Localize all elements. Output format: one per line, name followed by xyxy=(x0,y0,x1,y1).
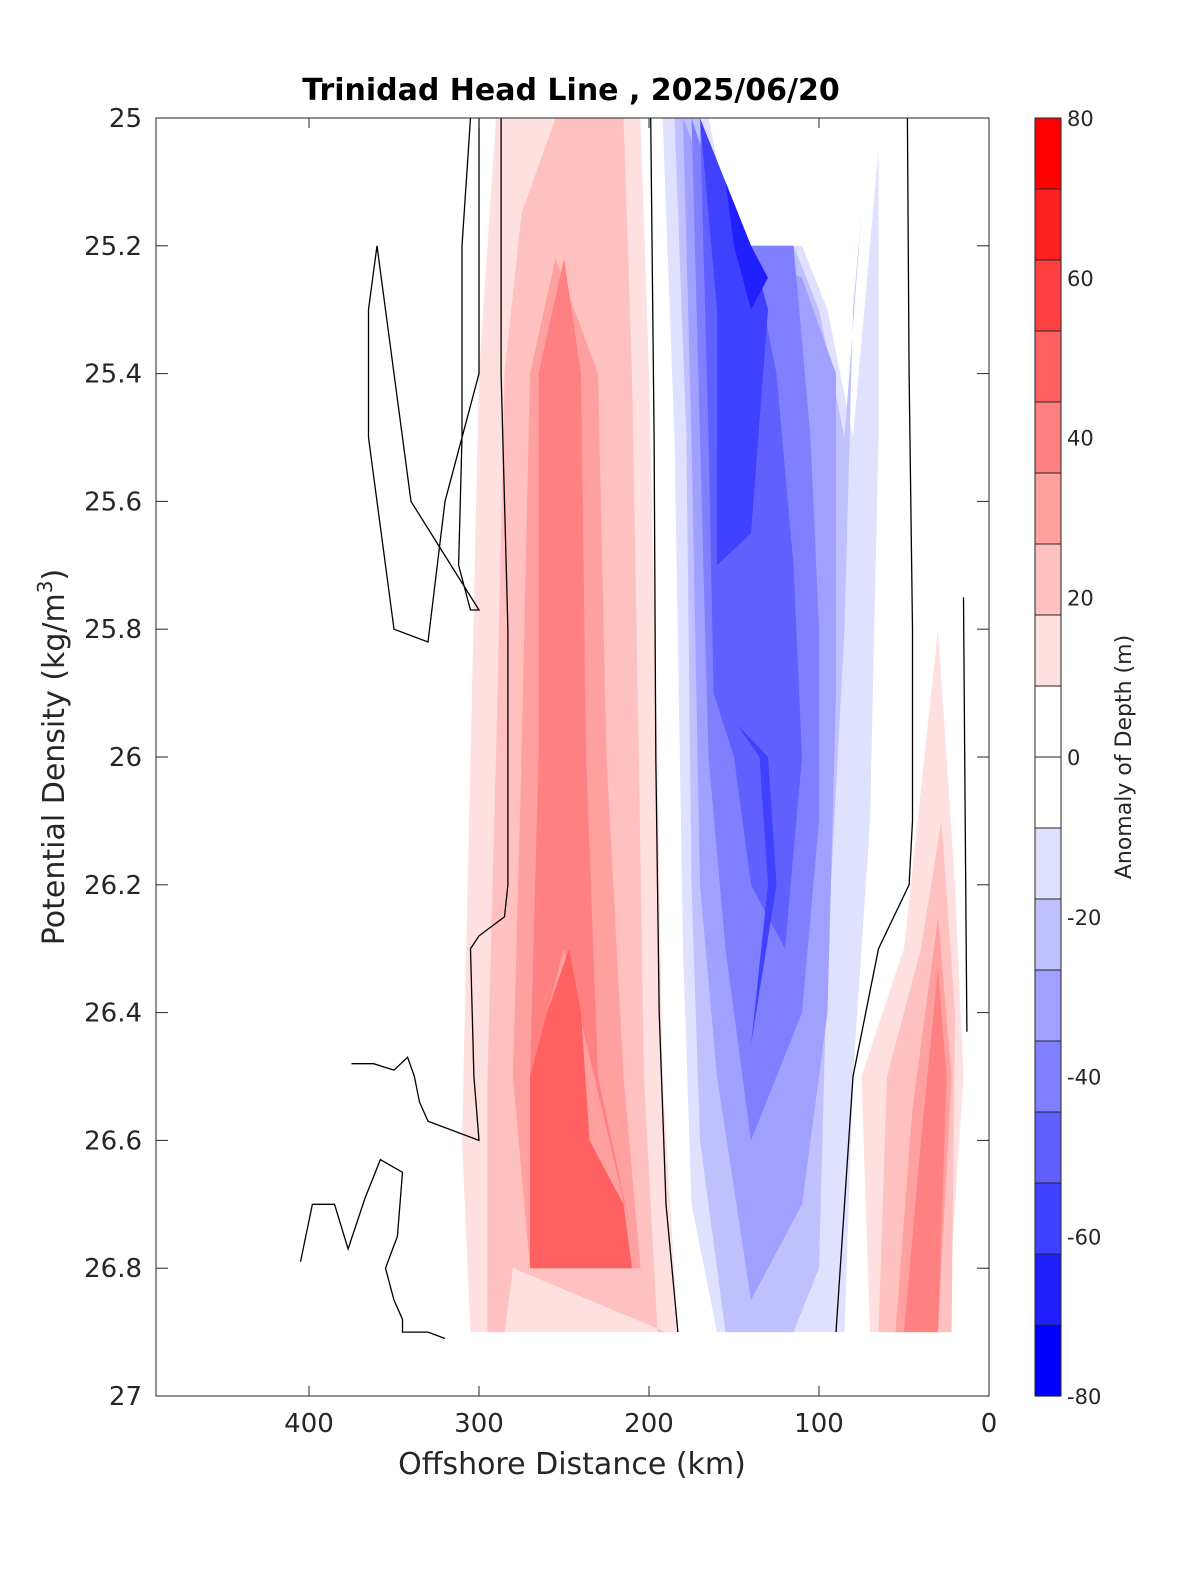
x-tick-label: 0 xyxy=(981,1409,998,1439)
y-axis-label: Potential Density (kg/m3) xyxy=(33,569,72,945)
y-tick-label: 25.8 xyxy=(84,615,142,645)
colorbar-bands xyxy=(1035,118,1061,1397)
colorbar-frame xyxy=(1034,117,1062,1397)
contour-fill-regions xyxy=(462,118,964,1333)
x-tick-label: 100 xyxy=(794,1409,844,1439)
contour-line-1 xyxy=(351,118,509,1142)
contour-region-neg60-15 xyxy=(737,725,777,1045)
contour-line-2 xyxy=(299,1158,446,1340)
colorbar-band xyxy=(1035,615,1061,687)
colorbar-tick-label: 20 xyxy=(1067,586,1094,610)
colorbar-tick-label: -80 xyxy=(1067,1385,1101,1409)
colorbar-tick-label: 40 xyxy=(1067,427,1094,451)
contour-line-5 xyxy=(962,597,968,1032)
y-tick-label: 25.6 xyxy=(84,487,142,517)
x-tick-label: 400 xyxy=(284,1409,334,1439)
contour-line-3 xyxy=(650,118,679,1333)
x-tick-label: 200 xyxy=(624,1409,674,1439)
contour-region-pos40-8 xyxy=(904,967,947,1333)
zero-contour-lines xyxy=(299,118,968,1340)
colorbar-band xyxy=(1035,1183,1061,1255)
colorbar-band xyxy=(1035,899,1061,971)
colorbar-band xyxy=(1035,970,1061,1042)
y-tick-label: 26.4 xyxy=(84,999,142,1029)
contour-line-0 xyxy=(367,118,481,643)
colorbar-band xyxy=(1035,118,1061,190)
y-tick-label: 25.4 xyxy=(84,360,142,390)
colorbar-band xyxy=(1035,757,1061,829)
colorbar-tick-label: 0 xyxy=(1067,746,1080,770)
y-tick-label: 26.8 xyxy=(84,1254,142,1284)
y-axis-label-superscript: 3 xyxy=(33,580,57,593)
colorbar-band xyxy=(1035,402,1061,474)
colorbar-tick-label: -20 xyxy=(1067,906,1101,930)
contour-region-neg60-14 xyxy=(700,118,768,566)
y-tick-label: 27 xyxy=(109,1382,142,1412)
colorbar-band xyxy=(1035,473,1061,545)
y-tick-label: 25 xyxy=(109,104,142,134)
contour-region-pos40-3 xyxy=(530,258,632,1237)
x-tick-label: 300 xyxy=(454,1409,504,1439)
x-axis-label: Offshore Distance (km) xyxy=(398,1447,746,1482)
colorbar-tick-label: 60 xyxy=(1067,267,1094,291)
y-tick-label: 25.2 xyxy=(84,232,142,262)
colorbar-band xyxy=(1035,1112,1061,1184)
colorbar: 80 60 40 20 0 -20 -40 -60 -80 Anomaly of Depth (… xyxy=(1034,107,1137,1409)
colorbar-band xyxy=(1035,1325,1061,1397)
chart-title: Trinidad Head Line , 2025/06/20 xyxy=(302,73,839,108)
y-axis: 25 25.2 25.4 25.6 25.8 26 26.2 26.4 26.6 26.8 27 xyxy=(84,104,989,1412)
colorbar-band xyxy=(1035,331,1061,403)
contour-region-neg70-16 xyxy=(725,181,768,310)
y-tick-label: 26.6 xyxy=(84,1126,142,1156)
colorbar-label: Anomaly of Depth (m) xyxy=(1112,635,1137,879)
contour-line-4 xyxy=(835,118,914,1333)
colorbar-band xyxy=(1035,189,1061,261)
y-axis-label-text: Potential Density (kg/m xyxy=(37,593,72,945)
colorbar-tick-label: -60 xyxy=(1067,1225,1101,1249)
y-axis-label-close: ) xyxy=(37,569,72,581)
colorbar-band xyxy=(1035,544,1061,616)
colorbar-tick-label: 80 xyxy=(1067,107,1094,131)
colorbar-band xyxy=(1035,828,1061,900)
colorbar-band xyxy=(1035,260,1061,332)
x-axis: 400 300 200 100 0 xyxy=(284,118,997,1439)
colorbar-ticks: 80 60 40 20 0 -20 -40 -60 -80 xyxy=(1067,107,1101,1409)
colorbar-band xyxy=(1035,686,1061,758)
colorbar-band xyxy=(1035,1254,1061,1326)
plot-area: 400 300 200 100 0 25 25.2 25.4 25.6 25.8 26 26.2 26… xyxy=(84,104,997,1439)
colorbar-tick-label: -40 xyxy=(1067,1066,1101,1090)
contour-region-pos50-4 xyxy=(530,948,632,1269)
y-tick-label: 26.2 xyxy=(84,871,142,901)
colorbar-band xyxy=(1035,1041,1061,1113)
y-tick-label: 26 xyxy=(109,743,142,773)
